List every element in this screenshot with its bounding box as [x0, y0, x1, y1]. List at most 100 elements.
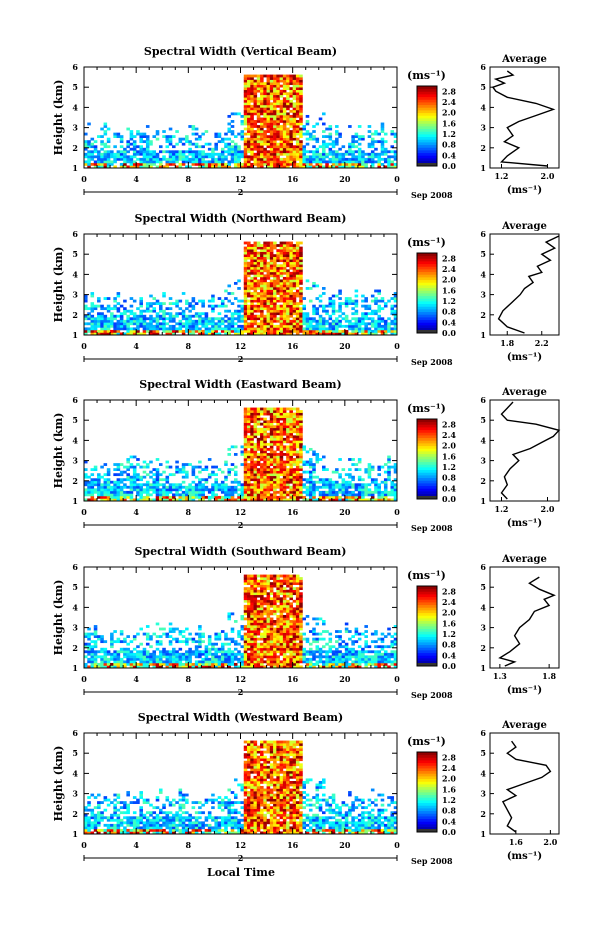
- x-tick-label: 12: [235, 341, 246, 351]
- heatmap-cell: [136, 165, 140, 169]
- heatmap-cell: [263, 130, 267, 133]
- heatmap-cell: [243, 432, 248, 436]
- heatmap-cell: [292, 165, 297, 169]
- heatmap-cell: [237, 493, 241, 497]
- heatmap-cell: [253, 480, 258, 484]
- heatmap-cell: [289, 74, 293, 78]
- heatmap-cell: [295, 309, 300, 313]
- heatmap-cell: [295, 437, 300, 441]
- heatmap-cell: [129, 655, 134, 659]
- heatmap-cell: [269, 410, 274, 413]
- heatmap-cell: [217, 165, 222, 169]
- heatmap-cell: [354, 468, 359, 471]
- heatmap-cell: [230, 488, 235, 492]
- heatmap-cell: [224, 142, 228, 146]
- heatmap-cell: [289, 79, 293, 83]
- heatmap-cell: [266, 287, 271, 290]
- heatmap-cell: [165, 165, 170, 169]
- heatmap-cell: [110, 488, 114, 492]
- heatmap-cell: [217, 485, 222, 489]
- heatmap-cell: [256, 102, 261, 106]
- heatmap-cell: [273, 271, 277, 275]
- heatmap-cell: [299, 87, 303, 91]
- heatmap-cell: [162, 483, 166, 487]
- heatmap-cell: [142, 332, 147, 336]
- heatmap-cell: [260, 135, 264, 138]
- heatmap-cell: [276, 437, 280, 441]
- heatmap-cell: [276, 251, 280, 255]
- heatmap-cell: [312, 498, 316, 502]
- heatmap-cell: [367, 483, 372, 487]
- heatmap-cell: [201, 162, 205, 166]
- heatmap-cell: [302, 495, 307, 499]
- heatmap-cell: [256, 458, 261, 461]
- heatmap-cell: [220, 155, 225, 159]
- heatmap-cell: [253, 299, 258, 303]
- heatmap-cell: [279, 440, 284, 444]
- heatmap-cell: [308, 324, 313, 328]
- heatmap-cell: [149, 162, 153, 166]
- heatmap-cell: [243, 420, 248, 424]
- heatmap-cell: [103, 142, 108, 146]
- heatmap-cell: [87, 122, 91, 126]
- heatmap-cell: [338, 297, 342, 300]
- heatmap-cell: [93, 150, 98, 154]
- heatmap-cell: [132, 483, 137, 487]
- heatmap-cell: [220, 302, 225, 305]
- heatmap-cell: [341, 483, 346, 487]
- heatmap-cell: [377, 483, 381, 487]
- heatmap-cell: [103, 314, 108, 318]
- heatmap-cell: [331, 498, 336, 502]
- colorbar-segment: [417, 123, 437, 127]
- heatmap-cell: [227, 309, 232, 313]
- heatmap-cell: [276, 87, 280, 91]
- heatmap-cell: [116, 650, 121, 654]
- heatmap-cell: [276, 445, 280, 449]
- heatmap-cell: [370, 312, 375, 316]
- heatmap-cell: [237, 332, 241, 336]
- heatmap-cell: [289, 322, 293, 326]
- heatmap-cell: [269, 292, 274, 295]
- heatmap-cell: [289, 246, 293, 250]
- heatmap-cell: [256, 410, 261, 413]
- heatmap-cell: [263, 112, 267, 116]
- heatmap-cell: [338, 304, 342, 308]
- heatmap-cell: [299, 102, 303, 106]
- heatmap-cell: [119, 304, 124, 308]
- heatmap-cell: [204, 480, 209, 484]
- heatmap-cell: [220, 662, 225, 666]
- heatmap-cell: [158, 650, 163, 654]
- colorbar-tick-label: 2.0: [442, 441, 456, 451]
- heatmap-cell: [295, 271, 300, 275]
- heatmap-cell: [84, 490, 88, 494]
- heatmap-cell: [286, 450, 290, 454]
- heatmap-cell: [194, 162, 199, 166]
- heatmap-cell: [220, 147, 225, 151]
- heatmap-cell: [286, 120, 290, 123]
- heatmap-cell: [354, 488, 359, 492]
- heatmap-cell: [322, 157, 326, 161]
- heatmap-cell: [348, 327, 352, 331]
- heatmap-cell: [253, 287, 258, 290]
- heatmap-cell: [273, 488, 277, 492]
- colorbar-frame: [416, 418, 438, 500]
- heatmap-cell: [351, 493, 355, 497]
- heatmap-cell: [295, 157, 300, 161]
- heatmap-cell: [276, 160, 280, 164]
- heatmap-cell: [198, 642, 202, 646]
- heatmap-cell: [103, 122, 108, 126]
- heatmap-cell: [139, 309, 143, 313]
- heatmap-cell: [354, 165, 359, 169]
- heatmap-cell: [220, 650, 225, 654]
- heatmap-cell: [233, 150, 238, 154]
- heatmap-cell: [276, 299, 280, 303]
- heatmap-cell: [227, 493, 232, 497]
- heatmap-cell: [295, 256, 300, 260]
- heatmap-cell: [97, 157, 101, 161]
- heatmap-cell: [312, 324, 316, 328]
- heatmap-cell: [273, 430, 277, 434]
- heatmap-cell: [155, 480, 160, 484]
- heatmap-cell: [243, 274, 248, 278]
- heatmap-cell: [90, 480, 95, 484]
- heatmap-cell: [198, 137, 202, 141]
